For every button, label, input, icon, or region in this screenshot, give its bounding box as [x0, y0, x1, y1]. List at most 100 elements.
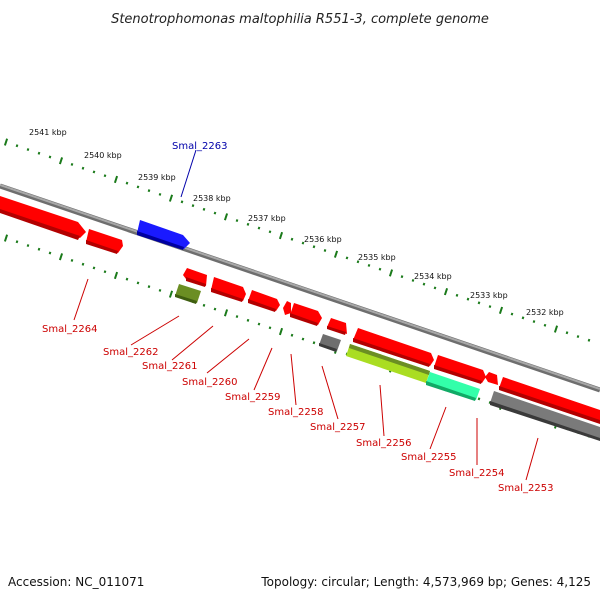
tick-mark	[58, 253, 64, 261]
tick-mark	[37, 247, 41, 251]
tick-mark	[202, 207, 206, 211]
scale-label-2538: 2538 kbp	[193, 194, 231, 203]
gene-label-smal-2260[interactable]: Smal_2260	[182, 377, 237, 388]
tick-mark	[246, 318, 250, 322]
scale-label-2537: 2537 kbp	[248, 214, 286, 223]
tick-mark	[113, 175, 119, 184]
gene-smal-2258-feature[interactable]	[290, 303, 322, 326]
gene-smal-2254-feature[interactable]	[485, 372, 498, 385]
gene-label-smal-2254[interactable]: Smal_2254	[449, 468, 504, 479]
gene-smal-2263-feature[interactable]	[137, 220, 190, 250]
gene-label-smal-2258[interactable]: Smal_2258	[268, 407, 323, 418]
gene-smal-2257-grey-feature[interactable]	[319, 334, 341, 352]
scale-labels: 2541 kbp 2540 kbp 2539 kbp 2538 kbp 2537…	[29, 128, 564, 317]
tick-mark	[158, 288, 162, 292]
tick-mark	[48, 251, 52, 255]
tick-mark	[147, 189, 151, 193]
tick-mark	[147, 285, 151, 289]
tick-mark	[3, 234, 9, 242]
gene-label-smal-2264[interactable]: Smal_2264	[42, 324, 97, 335]
tick-mark	[15, 240, 19, 244]
scale-label-2541: 2541 kbp	[29, 128, 67, 137]
tick-mark	[587, 338, 591, 342]
tick-mark	[191, 204, 195, 208]
tick-mark	[15, 144, 19, 148]
gene-label-smal-2259[interactable]: Smal_2259	[225, 392, 280, 403]
gene-label-smal-2262[interactable]: Smal_2262	[103, 347, 158, 358]
upper-tick-track	[3, 138, 591, 342]
gene-smal-2259-feature[interactable]	[283, 301, 291, 315]
tick-mark	[477, 397, 481, 401]
tick-mark	[213, 307, 217, 311]
gene-smal-2260-feature[interactable]	[248, 290, 280, 312]
tick-mark	[290, 333, 294, 337]
gene-smal-2255-teal-feature[interactable]	[426, 372, 480, 401]
tick-mark	[202, 303, 206, 307]
scale-label-2535: 2535 kbp	[358, 253, 396, 262]
tick-mark	[168, 290, 174, 298]
tick-mark	[136, 281, 140, 285]
tick-mark	[333, 250, 339, 258]
gene-smal-2262-olive-feature[interactable]	[175, 284, 201, 304]
tick-mark	[223, 309, 229, 317]
gene-smal-2253-feature[interactable]	[499, 377, 600, 424]
tick-mark	[367, 263, 371, 267]
tick-mark	[356, 260, 360, 264]
tick-mark	[70, 258, 74, 262]
scale-label-2540: 2540 kbp	[84, 151, 122, 160]
tick-mark	[498, 306, 504, 315]
gene-smal-2256-feature[interactable]	[353, 328, 434, 367]
gene-label-smal-2255[interactable]: Smal_2255	[401, 452, 456, 463]
tick-mark	[400, 275, 404, 279]
gene-smal-2257-feature[interactable]	[327, 318, 347, 335]
scale-label-2536: 2536 kbp	[304, 235, 342, 244]
tick-mark	[92, 170, 96, 174]
tick-mark	[257, 226, 261, 230]
label-leaders	[73, 149, 539, 481]
tick-mark	[312, 341, 316, 345]
tick-mark	[345, 256, 349, 260]
map-title: Stenotrophomonas maltophilia R551-3, com…	[111, 12, 489, 27]
gene-label-smal-2261[interactable]: Smal_2261	[142, 361, 197, 372]
gene-smal-2255-feature[interactable]	[434, 355, 486, 384]
gene-smal-2264-feature[interactable]	[0, 196, 86, 240]
tick-mark	[290, 237, 294, 241]
gene-label-smal-2263[interactable]: Smal_2263	[172, 141, 227, 152]
tick-mark	[388, 269, 394, 277]
tick-mark	[488, 305, 492, 309]
genome-summary-text: Topology: circular; Length: 4,573,969 bp…	[260, 575, 591, 589]
tick-mark	[37, 151, 41, 155]
tick-mark	[433, 286, 437, 290]
tick-mark	[81, 262, 85, 266]
genome-backbone	[0, 183, 600, 393]
tick-mark	[301, 337, 305, 341]
gene-label-smal-2256[interactable]: Smal_2256	[356, 438, 411, 449]
tick-mark	[553, 325, 559, 333]
tick-mark	[92, 266, 96, 270]
tick-mark	[257, 322, 261, 326]
gene-smal-2264b-feature[interactable]	[86, 229, 123, 254]
gene-label-smal-2253[interactable]: Smal_2253	[498, 483, 553, 494]
gene-smal-2261-feature[interactable]	[211, 277, 246, 302]
tick-mark	[235, 219, 239, 223]
tick-mark	[136, 185, 140, 189]
tick-mark	[158, 192, 162, 196]
gene-smal-2256-lime-feature[interactable]	[346, 344, 430, 383]
tick-mark	[235, 315, 239, 319]
tick-mark	[125, 181, 129, 185]
tick-mark	[103, 270, 107, 274]
gene-label-smal-2257[interactable]: Smal_2257	[310, 422, 365, 433]
tick-mark	[213, 211, 217, 215]
tick-mark	[168, 194, 174, 202]
gene-smal-2253-grey-feature[interactable]	[490, 391, 600, 441]
tick-mark	[278, 231, 284, 240]
tick-mark	[565, 331, 569, 335]
tick-mark	[455, 293, 459, 297]
gene-smal-2262-feature[interactable]	[183, 268, 207, 287]
tick-mark	[411, 278, 415, 282]
tick-mark	[26, 148, 30, 152]
tick-mark	[223, 213, 229, 221]
tick-mark	[312, 245, 316, 249]
tick-mark	[466, 297, 470, 301]
